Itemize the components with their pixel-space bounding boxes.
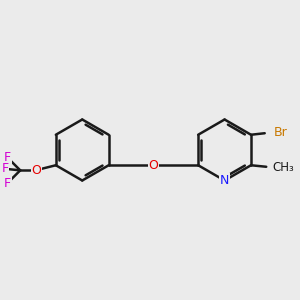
- Text: CH₃: CH₃: [272, 161, 294, 174]
- Text: O: O: [148, 159, 158, 172]
- Text: O: O: [32, 164, 41, 177]
- Text: F: F: [2, 162, 9, 175]
- Text: F: F: [4, 151, 11, 164]
- Text: Br: Br: [274, 126, 288, 139]
- Text: F: F: [4, 176, 11, 190]
- Text: N: N: [220, 174, 229, 187]
